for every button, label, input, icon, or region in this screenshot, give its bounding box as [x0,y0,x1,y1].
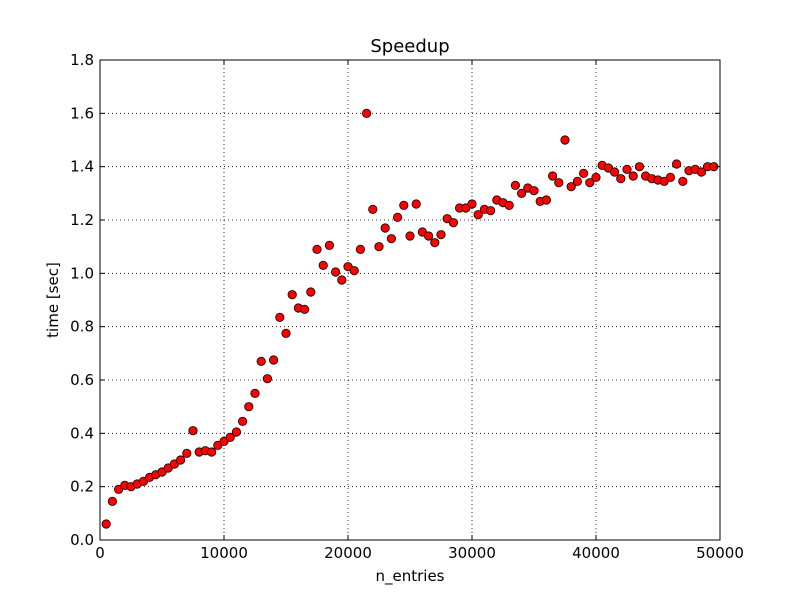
y-tick-label: 1.0 [70,264,94,282]
data-point [355,244,365,254]
data-point [436,230,446,240]
data-point [622,164,632,174]
data-point [578,168,589,178]
y-axis-label: time [sec] [44,262,62,338]
data-point [374,242,384,252]
y-tick-label: 1.4 [70,158,94,176]
data-point [318,260,328,270]
data-point [324,240,334,250]
data-point [182,448,192,458]
y-tick-label: 1.6 [70,104,94,122]
data-point [281,328,291,338]
data-points [101,108,719,529]
y-tick-label: 0.0 [70,531,94,549]
data-point [554,178,564,188]
data-point [467,199,477,209]
data-point [275,312,285,322]
data-point [473,210,483,220]
data-point [312,244,322,254]
data-point [207,447,217,457]
data-point [665,172,676,182]
data-point [250,388,260,398]
data-point [306,287,316,297]
x-tick-label: 20000 [324,544,372,562]
plot-area-frame [99,59,721,541]
y-tick-label: 0.4 [70,424,94,442]
data-point [634,162,645,172]
data-point [238,416,248,426]
data-point [256,356,266,366]
data-point [516,188,527,198]
data-point [504,200,514,210]
data-point [547,171,558,181]
data-point [349,266,359,276]
y-tick-label: 0.8 [70,318,94,336]
y-tick-label: 1.2 [70,211,94,229]
data-point [423,231,434,241]
data-point [566,182,576,192]
data-point [529,186,539,196]
data-point [361,108,372,118]
x-tick-label: 0 [95,544,105,562]
data-point [678,176,688,186]
data-point [448,218,458,228]
data-point [176,455,186,465]
data-point [392,212,403,222]
data-point [430,238,440,248]
x-tick-label: 50000 [696,544,744,562]
chart-title: Speedup [370,36,449,57]
x-tick-labels: 0 10000 20000 30000 40000 50000 [95,544,744,562]
data-point [541,195,552,205]
data-point [628,171,638,181]
data-point [585,178,595,188]
data-point [411,199,421,209]
data-point [287,290,297,300]
x-axis-label: n_entries [375,567,444,586]
y-tick-label: 1.8 [70,51,94,69]
y-tick-labels: 0.0 0.2 0.4 0.6 0.8 1.0 1.2 1.4 1.6 1.8 [70,51,94,549]
data-point [405,231,415,241]
x-tick-label: 40000 [572,544,620,562]
data-point [386,234,396,244]
y-tick-label: 0.2 [70,478,94,496]
y-tick-label: 0.6 [70,371,94,389]
data-point [368,204,378,214]
data-point [510,180,521,190]
data-point [609,167,620,177]
data-point [299,304,310,314]
data-point [101,519,111,529]
x-tick-label: 10000 [200,544,248,562]
data-point [330,267,341,277]
data-point [244,402,254,412]
data-point [696,167,707,177]
data-point [485,206,496,216]
data-point [188,426,198,436]
data-point [399,200,409,210]
data-point [671,159,682,169]
data-point [616,174,626,184]
grid-lines [100,60,720,540]
data-point [268,355,279,365]
data-point [262,374,272,384]
data-point [337,275,347,285]
data-point [231,427,241,437]
data-point [380,223,390,233]
data-point [572,176,583,186]
data-point [560,135,570,145]
data-point [107,496,118,506]
axis-ticks [99,59,721,541]
data-point [225,432,235,442]
x-tick-label: 30000 [448,544,496,562]
data-point [591,172,601,182]
